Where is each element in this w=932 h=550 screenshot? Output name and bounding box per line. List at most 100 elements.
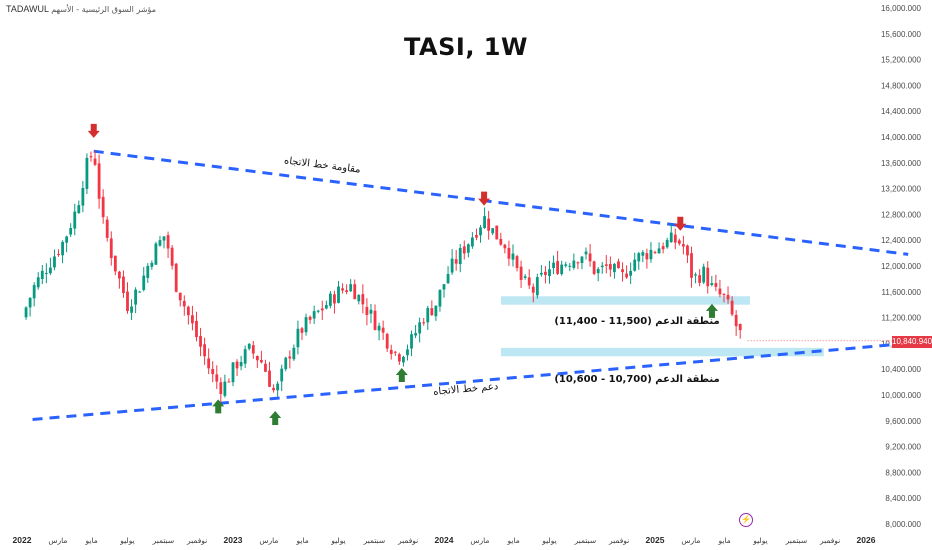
marker-up-arrow-icon — [212, 399, 225, 414]
candle-body — [109, 238, 113, 259]
candle-body — [231, 362, 235, 383]
candle-body — [264, 363, 267, 372]
candle-body — [174, 263, 178, 292]
candle-body — [454, 259, 458, 264]
x-tick-label: نوفمبر — [186, 536, 207, 545]
candle-body — [44, 272, 48, 274]
candle-body — [134, 289, 138, 305]
candle-body — [284, 357, 288, 370]
candle-body — [69, 228, 73, 235]
x-tick-label: يوليو — [330, 536, 345, 545]
candle-body — [288, 356, 292, 359]
candle-body — [568, 265, 572, 267]
y-tick-label: 13,600.000 — [881, 159, 922, 168]
candle-body — [686, 245, 689, 256]
candle-body — [158, 240, 162, 246]
y-tick-label: 9,600.000 — [885, 417, 921, 426]
candle-body — [146, 266, 150, 278]
candle-body — [718, 288, 722, 295]
candle-body — [89, 156, 93, 158]
candle-body — [101, 196, 105, 218]
candle-body — [304, 317, 308, 333]
x-tick-label: 2026 — [857, 535, 876, 545]
lightning-icon[interactable]: ⚡ — [739, 513, 753, 527]
candle-body — [377, 325, 381, 331]
candle-body — [292, 347, 296, 360]
candle-body — [418, 322, 422, 334]
x-tick-label: يوليو — [119, 536, 134, 545]
candle-body — [604, 264, 608, 266]
y-tick-label: 12,000.000 — [881, 262, 922, 271]
y-tick-label: 8,000.000 — [885, 520, 921, 529]
candle-body — [572, 260, 576, 268]
candle-body — [365, 306, 369, 315]
candle-body — [65, 236, 69, 243]
candle-body — [199, 336, 202, 347]
x-tick-label: 2025 — [646, 535, 665, 545]
candle-body — [150, 262, 154, 267]
candle-body — [560, 264, 564, 275]
candle-body — [734, 314, 738, 327]
x-tick-label: سبتمبر — [574, 536, 597, 545]
index-subtitle: مؤشر السوق الرئيسية - الأسهم — [51, 5, 156, 14]
support-zone-lower-label: منطقة الدعم (10,700 - 10,600) — [554, 374, 719, 385]
y-tick-label: 11,200.000 — [882, 314, 922, 323]
candle-body — [85, 157, 89, 189]
candle-body — [239, 362, 243, 367]
candle-body — [458, 247, 462, 265]
candle-body — [345, 290, 349, 292]
candle-body — [426, 307, 430, 323]
candle-body — [722, 294, 726, 296]
candle-body — [333, 294, 336, 304]
candle-body — [61, 241, 64, 256]
candle-body — [361, 294, 365, 305]
candle-body — [450, 258, 454, 273]
x-tick-label: مايو — [506, 536, 519, 545]
candle-body — [539, 272, 543, 275]
chart-source-label: TADAWUL مؤشر السوق الرئيسية - الأسهم — [6, 4, 156, 14]
candle-body — [564, 264, 568, 266]
candle-body — [191, 315, 194, 324]
candle-body — [584, 251, 588, 255]
candle-body — [260, 360, 263, 363]
support-zone-upper-label: منطقة الدعم (11,500 - 11,400) — [554, 316, 719, 327]
candle-body — [223, 381, 227, 396]
candle-body — [629, 270, 633, 276]
candle-body — [406, 349, 409, 356]
candle-body — [113, 255, 117, 272]
candle-body — [438, 289, 442, 307]
y-tick-label: 15,200.000 — [881, 56, 922, 65]
candle-body — [422, 322, 426, 324]
candle-body — [430, 308, 434, 316]
candle-body — [625, 273, 628, 278]
candle-body — [613, 263, 616, 273]
candle-body — [53, 256, 56, 268]
candle-body — [548, 269, 551, 277]
candle-body — [483, 216, 486, 228]
candle-body — [503, 244, 507, 249]
trendline-support — [32, 341, 909, 422]
candle-body — [552, 262, 555, 268]
y-tick-label: 14,000.000 — [881, 133, 922, 142]
candle-body — [219, 382, 223, 395]
candle-body — [276, 383, 280, 391]
candle-body — [698, 275, 702, 283]
candle-body — [268, 370, 271, 387]
candle-body — [24, 307, 28, 318]
candle-body — [324, 305, 328, 309]
candle-body — [215, 374, 219, 382]
candle-body — [28, 297, 32, 308]
candle-body — [596, 268, 600, 274]
candle-body — [442, 284, 446, 290]
candle-body — [40, 270, 44, 280]
candle-body — [182, 300, 186, 307]
candle-body — [511, 253, 515, 260]
candle-body — [369, 309, 373, 314]
candle-body — [73, 211, 77, 229]
candle-body — [665, 239, 669, 248]
candle-body — [117, 271, 121, 279]
candle-body — [166, 235, 170, 249]
candle-body — [178, 292, 182, 301]
y-tick-label: 12,400.000 — [881, 236, 922, 245]
